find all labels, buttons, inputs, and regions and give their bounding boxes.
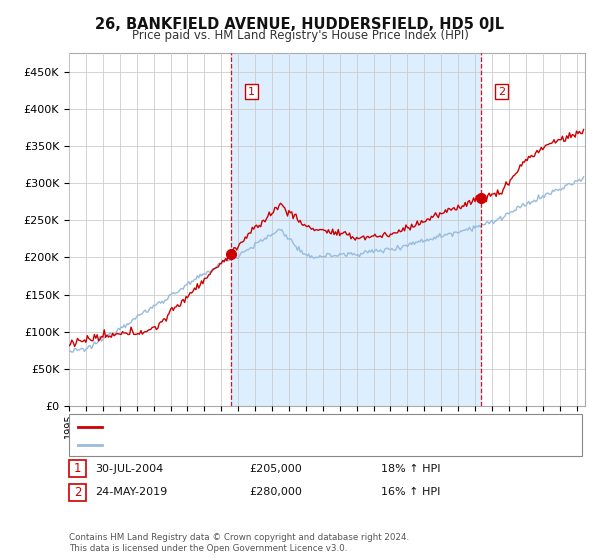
Text: Contains HM Land Registry data © Crown copyright and database right 2024.
This d: Contains HM Land Registry data © Crown c…: [69, 533, 409, 553]
Text: 24-MAY-2019: 24-MAY-2019: [95, 487, 167, 497]
Text: 2: 2: [498, 87, 505, 97]
Text: Price paid vs. HM Land Registry's House Price Index (HPI): Price paid vs. HM Land Registry's House …: [131, 29, 469, 42]
Bar: [231, 53, 481, 406]
Text: HPI: Average price, detached house, Kirklees: HPI: Average price, detached house, Kirk…: [107, 440, 341, 450]
Text: 2: 2: [74, 486, 81, 499]
Text: 30-JUL-2004: 30-JUL-2004: [95, 464, 163, 474]
Text: 26, BANKFIELD AVENUE, HUDDERSFIELD, HD5 0JL (detached house): 26, BANKFIELD AVENUE, HUDDERSFIELD, HD5 …: [107, 422, 460, 432]
Text: 1: 1: [74, 462, 81, 475]
Text: 26, BANKFIELD AVENUE, HUDDERSFIELD, HD5 0JL: 26, BANKFIELD AVENUE, HUDDERSFIELD, HD5 …: [95, 17, 505, 32]
Text: £280,000: £280,000: [249, 487, 302, 497]
Text: 1: 1: [248, 87, 255, 97]
Text: 18% ↑ HPI: 18% ↑ HPI: [381, 464, 440, 474]
Text: £205,000: £205,000: [249, 464, 302, 474]
Text: 16% ↑ HPI: 16% ↑ HPI: [381, 487, 440, 497]
